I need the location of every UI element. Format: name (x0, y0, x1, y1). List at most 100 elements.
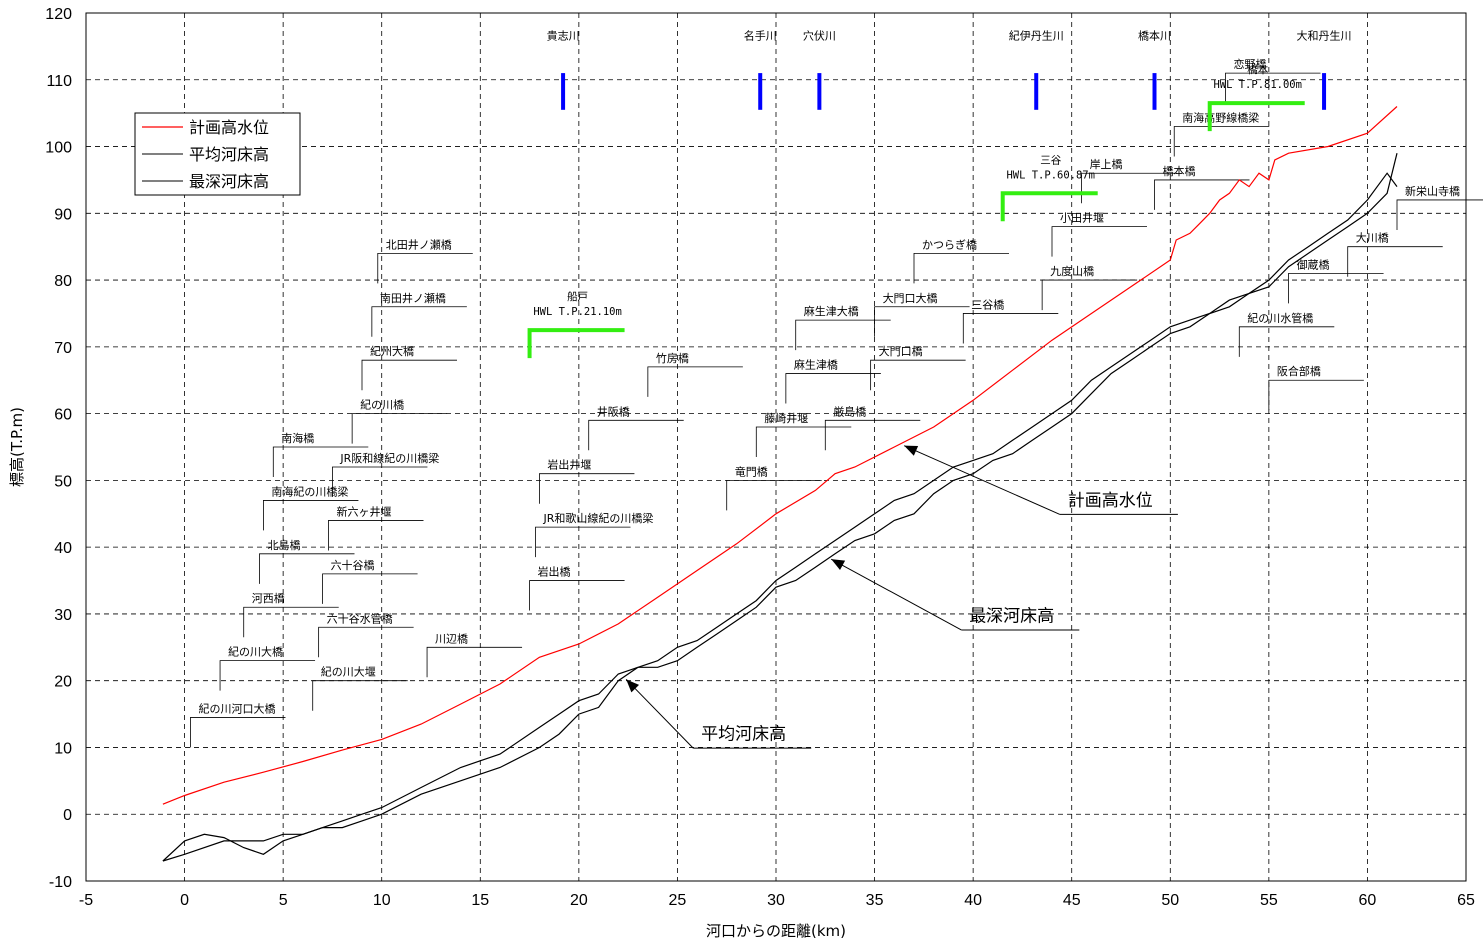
bridge-label: 新六ヶ井堰 (336, 504, 391, 518)
bridge-leader (1238, 326, 1335, 357)
bridge-label: 南田井ノ瀬橋 (380, 291, 446, 305)
hwl-text: HWL T.P.60.87m (1006, 169, 1095, 181)
callout-label: 平均河床高 (701, 724, 786, 744)
x-tick-label: 45 (1063, 892, 1081, 909)
x-tick-label: 55 (1260, 892, 1278, 909)
bridge-label: かつらぎ橋 (922, 237, 977, 251)
x-tick-label: 0 (180, 892, 189, 909)
bridge-label: 岩出橋 (538, 565, 571, 579)
bridge-leader (785, 373, 881, 404)
bridge-leader (795, 319, 891, 351)
series-line (162, 106, 1398, 805)
y-tick-label: 50 (54, 473, 72, 490)
series-line (162, 153, 1398, 862)
bridge-leader (361, 359, 457, 391)
callout-leader (625, 679, 694, 749)
bridge-label: 麻生津橋 (794, 358, 838, 372)
bridge-leader (322, 573, 418, 604)
bridge-label: 河西橋 (252, 591, 285, 605)
bridge-leader (962, 313, 1059, 344)
bridge-leader (588, 419, 684, 451)
bridge-label: 阪合部橋 (1277, 364, 1321, 378)
bridge-label: 大門口橋 (879, 344, 923, 358)
bridge-label: 紀の川大堰 (321, 665, 376, 679)
bridge-label: 紀の川河口大橋 (198, 701, 275, 715)
legend-label-hwl: 計画高水位 (189, 118, 269, 137)
hwl-bracket (1000, 191, 1098, 222)
bridge-label: 大門口大橋 (883, 291, 938, 305)
x-tick-label: -5 (79, 892, 93, 909)
y-tick-label: 120 (45, 6, 72, 23)
callout-label: 計画高水位 (1068, 491, 1153, 511)
hwl-bracket (527, 328, 625, 359)
bridge-leader (824, 419, 921, 451)
bridge-label: 三谷橋 (971, 297, 1004, 311)
bridge-label: JR阪和線紀の川橋梁 (339, 451, 439, 465)
callout-arrowhead (904, 445, 919, 456)
x-tick-label: 35 (866, 892, 884, 909)
bridge-label: 小田井堰 (1060, 211, 1104, 225)
bridge-leader (726, 479, 822, 511)
y-tick-label: 100 (45, 140, 72, 157)
legend: 計画高水位 平均河床高 最深河床高 (134, 112, 301, 196)
hwl-annotations: 船戸 HWL T.P.21.10m 三谷 HWL T.P.60.87m 橋本 HWL T.… (527, 63, 1305, 359)
bridge-leader (332, 466, 428, 498)
bridge-label: 南海高野線橋梁 (1182, 111, 1259, 125)
x-tick-label: 5 (279, 892, 288, 909)
y-tick-label: 80 (54, 273, 72, 290)
x-tick-label: 15 (471, 892, 489, 909)
bridge-label: 大川橋 (1356, 231, 1389, 245)
hwl-location: 橋本 (1247, 63, 1269, 76)
y-tick-label: 60 (54, 407, 72, 424)
callout-arrowhead (626, 679, 640, 693)
x-tick-label: 65 (1457, 892, 1475, 909)
y-tick-label: 10 (54, 740, 72, 757)
tributary-label: 紀伊丹生川 (1009, 29, 1064, 43)
y-tick-label: 90 (54, 206, 72, 223)
bridge-label: 井阪橋 (597, 404, 630, 418)
bridge-label: 北島橋 (267, 538, 300, 552)
x-tick-label: 40 (964, 892, 982, 909)
x-axis-label: 河口からの距離(km) (706, 922, 846, 940)
bridge-label: 御蔵橋 (1297, 257, 1330, 271)
x-tick-label: 60 (1359, 892, 1377, 909)
x-tick-label: 25 (669, 892, 687, 909)
tributary-label: 穴伏川 (803, 29, 836, 43)
bridge-label: 藤崎井堰 (764, 411, 808, 425)
hwl-text: HWL T.P.21.10m (533, 306, 622, 318)
bridge-leader (1347, 246, 1443, 277)
bridge-label: 南海橋 (281, 431, 314, 445)
bridge-label: 九度山橋 (1050, 264, 1094, 278)
bridge-label: 紀の川大橋 (228, 645, 283, 659)
bridge-label: 麻生津大橋 (804, 304, 859, 318)
hwl-location: 三谷 (1040, 154, 1062, 166)
y-tick-label: 0 (63, 807, 72, 824)
bridge-label: 岸上橋 (1090, 157, 1123, 171)
tick-labels: -5 0 5 10 15 20 25 30 35 40 45 50 55 60 65 -10 0 10 20 30 40… (45, 6, 1475, 909)
tributary-label: 橋本川 (1138, 29, 1171, 43)
bridge-leader (190, 717, 286, 748)
bridge-leader (529, 580, 625, 611)
bridge-leader (1288, 272, 1384, 304)
tributary-label: 貴志川 (547, 29, 580, 43)
callout-leader (830, 558, 962, 631)
bridge-leader (318, 626, 414, 658)
y-tick-label: 40 (54, 540, 72, 557)
bridge-leader (870, 359, 966, 391)
y-tick-label: 70 (54, 340, 72, 357)
bridge-leader (377, 252, 473, 284)
tributary-label: 大和丹生川 (1297, 29, 1352, 43)
bridge-leader (1268, 379, 1364, 411)
hwl-location: 船戸 (567, 290, 588, 303)
callout-leader (903, 445, 1061, 515)
x-tick-label: 30 (767, 892, 785, 909)
bridge-label: 紀の川水管橋 (1247, 311, 1313, 325)
bridge-leader (913, 252, 1009, 284)
bridge-leader (328, 520, 424, 551)
callout-label: 最深河床高 (969, 606, 1054, 626)
bridge-leader (312, 680, 408, 711)
bridge-label: 六十谷橋 (331, 558, 375, 572)
bridge-leader (1154, 179, 1250, 210)
bridge-leader (1041, 279, 1138, 311)
